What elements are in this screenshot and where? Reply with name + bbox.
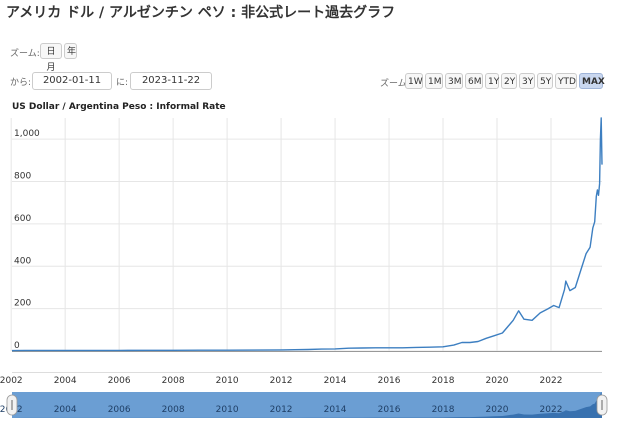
to-date-input[interactable]: 2023-11-22 bbox=[130, 72, 212, 90]
navigator-handle-right[interactable] bbox=[596, 394, 608, 416]
range-button-max[interactable]: MAX bbox=[579, 73, 605, 89]
navigator-handle-left[interactable] bbox=[6, 394, 18, 416]
range-button-1w[interactable]: 1W bbox=[405, 73, 423, 89]
y-axis: 0 200 400 600 800 1,000 bbox=[14, 129, 40, 351]
navigator-tick-label: 2018 bbox=[432, 405, 455, 415]
navigator-band[interactable] bbox=[12, 392, 602, 418]
from-date-input[interactable]: 2002-01-11 bbox=[32, 72, 112, 90]
y-tick-label: 200 bbox=[14, 299, 31, 309]
x-tick-label: 2014 bbox=[324, 376, 347, 386]
series-line-usd-ars bbox=[11, 117, 603, 352]
navigator-tick-label: 2002 bbox=[0, 405, 23, 415]
x-tick-label: 2004 bbox=[54, 376, 77, 386]
range-zoom-label: ズーム: bbox=[380, 79, 410, 89]
navigator-tick-label: 2006 bbox=[108, 405, 131, 415]
y-tick-label: 400 bbox=[14, 256, 31, 266]
page-title: アメリカ ドル / アルゼンチン ペソ : 非公式レート過去グラフ bbox=[6, 5, 396, 21]
x-tick-label: 2008 bbox=[162, 376, 185, 386]
x-tick-label: 2016 bbox=[378, 376, 401, 386]
range-button-2y[interactable]: 2Y bbox=[501, 73, 517, 89]
zoom-unit-year-button[interactable]: 年 bbox=[64, 43, 77, 59]
navigator-tick-label: 2010 bbox=[216, 405, 239, 415]
zoom-unit-day-month-button[interactable]: 日月 bbox=[40, 43, 62, 73]
x-tick-label: 2018 bbox=[432, 376, 455, 386]
navigator-tick-label: 2016 bbox=[378, 405, 401, 415]
range-button-1m[interactable]: 1M bbox=[425, 73, 443, 89]
x-tick-label: 2002 bbox=[0, 376, 23, 386]
range-button-6m[interactable]: 6M bbox=[465, 73, 483, 89]
range-button-ytd[interactable]: YTD bbox=[555, 73, 577, 89]
x-tick-label: 2006 bbox=[108, 376, 131, 386]
navigator-series bbox=[12, 392, 602, 418]
zoom-unit-label: ズーム: bbox=[10, 49, 40, 59]
navigator-tick-label: 2012 bbox=[270, 405, 293, 415]
from-date-label: から: bbox=[10, 78, 32, 88]
navigator-tick-label: 2008 bbox=[162, 405, 185, 415]
navigator-tick-label: 2020 bbox=[486, 405, 509, 415]
navigator-tick-label: 2014 bbox=[324, 405, 347, 415]
range-button-5y[interactable]: 5Y bbox=[537, 73, 553, 89]
navigator: 2002 2004 2006 2008 2010 2012 2014 2016 2018 2020… bbox=[0, 392, 608, 418]
grid-lines bbox=[10, 118, 602, 352]
y-tick-label: 800 bbox=[14, 172, 31, 182]
range-button-3m[interactable]: 3M bbox=[445, 73, 463, 89]
to-date-label: に: bbox=[116, 78, 129, 88]
x-tick-label: 2010 bbox=[216, 376, 239, 386]
y-tick-label: 0 bbox=[14, 341, 20, 351]
chart-title: US Dollar / Argentina Peso : Informal Ra… bbox=[12, 102, 226, 112]
x-tick-label: 2020 bbox=[486, 376, 509, 386]
series-layer bbox=[11, 117, 603, 352]
x-tick-label: 2012 bbox=[270, 376, 293, 386]
navigator-tick-label: 2022 bbox=[540, 405, 563, 415]
y-tick-label: 600 bbox=[14, 214, 31, 224]
navigator-tick-label: 2004 bbox=[54, 405, 77, 415]
y-tick-label: 1,000 bbox=[14, 129, 40, 139]
range-button-3y[interactable]: 3Y bbox=[519, 73, 535, 89]
range-button-1y[interactable]: 1Y bbox=[485, 73, 499, 89]
x-axis: 2002 2004 2006 2008 2010 2012 2014 2016 2018 2020… bbox=[0, 351, 602, 386]
x-tick-label: 2022 bbox=[540, 376, 563, 386]
